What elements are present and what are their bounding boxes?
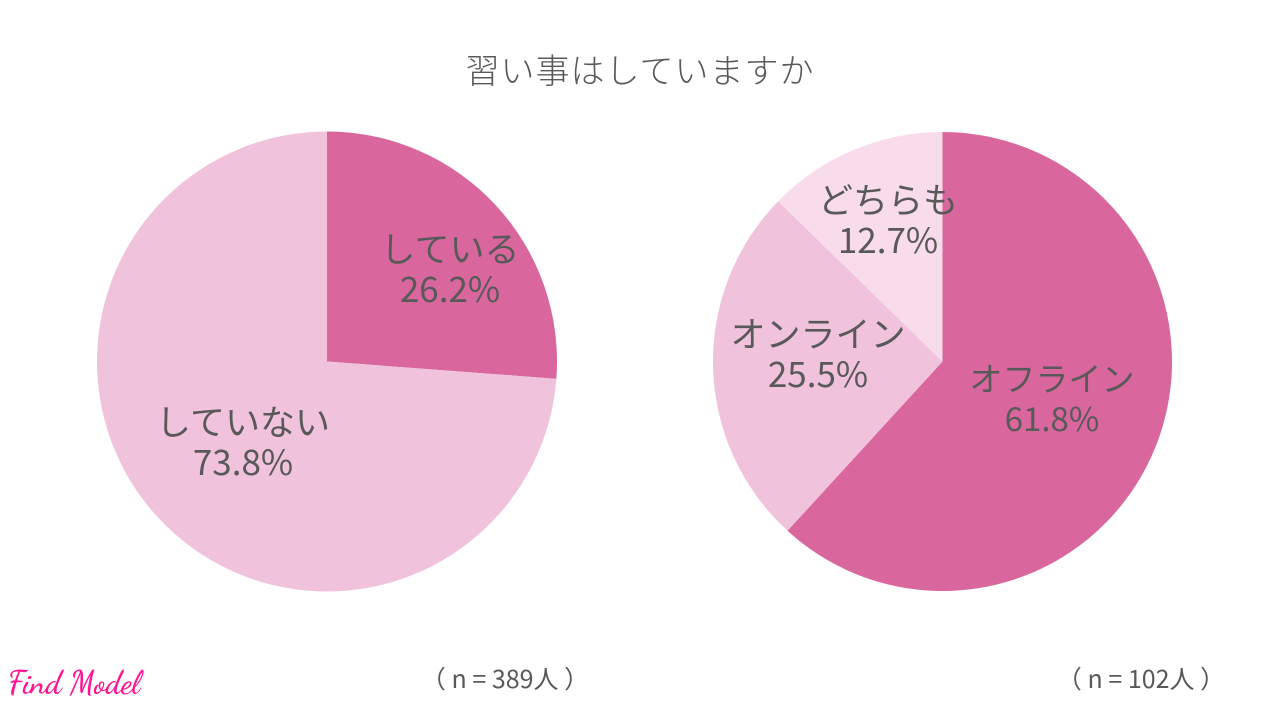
svg-text:61.8%: 61.8% [1005, 393, 1100, 441]
svg-text:73.8%: 73.8% [193, 435, 293, 486]
svg-text:26.2%: 26.2% [400, 262, 500, 313]
svg-text:25.5%: 25.5% [768, 347, 868, 398]
svg-text:12.7%: 12.7% [838, 213, 938, 264]
